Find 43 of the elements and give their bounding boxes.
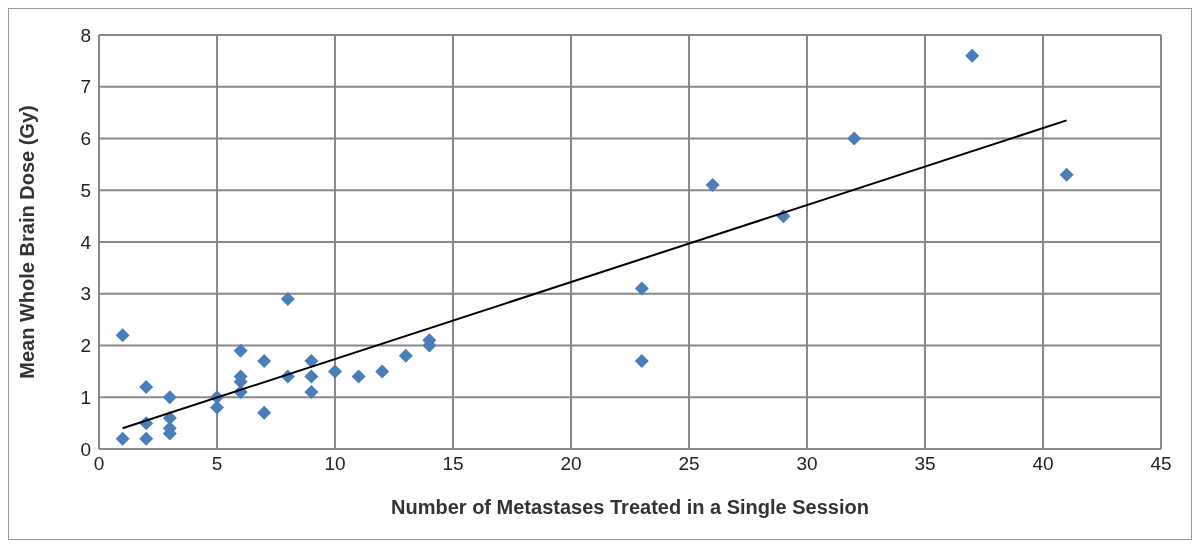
point <box>162 390 177 405</box>
point <box>304 385 319 400</box>
point <box>257 405 272 420</box>
point <box>115 328 130 343</box>
point <box>634 281 649 296</box>
point <box>847 131 862 146</box>
x-tick-label: 10 <box>324 453 346 475</box>
point <box>233 343 248 358</box>
point <box>634 354 649 369</box>
x-tick-label: 30 <box>796 453 818 475</box>
x-tick-label: 45 <box>1150 453 1172 475</box>
point <box>351 369 366 384</box>
point <box>328 364 342 379</box>
x-tick-label: 5 <box>211 453 223 475</box>
point <box>139 379 154 394</box>
y-tick-label: 3 <box>80 283 91 305</box>
point <box>304 369 319 384</box>
point <box>115 431 130 446</box>
point <box>705 178 720 193</box>
point <box>139 431 154 446</box>
point <box>280 291 295 306</box>
y-axis-title: Mean Whole Brain Dose (Gy) <box>16 105 39 379</box>
point <box>398 348 413 363</box>
x-tick-label: 25 <box>678 453 700 475</box>
y-tick-label: 7 <box>80 76 91 98</box>
y-tick-label: 8 <box>80 24 91 46</box>
y-tick-label: 4 <box>80 231 92 253</box>
point <box>210 400 224 415</box>
point <box>375 364 390 379</box>
x-tick-label: 40 <box>1032 453 1054 475</box>
y-tick-label: 1 <box>80 386 91 408</box>
y-tick-label: 6 <box>80 128 91 150</box>
point <box>304 354 319 369</box>
x-tick-label: 20 <box>560 453 582 475</box>
y-tick-label: 0 <box>80 438 91 460</box>
x-tick-label: 35 <box>914 453 936 475</box>
y-tick-label: 2 <box>80 335 91 357</box>
y-tick-label: 5 <box>80 179 91 201</box>
point <box>965 48 980 63</box>
x-axis-title: Number of Metastases Treated in a Single Session <box>391 496 869 518</box>
x-tick-label: 15 <box>442 453 464 475</box>
point <box>1059 167 1074 182</box>
point <box>257 354 272 369</box>
